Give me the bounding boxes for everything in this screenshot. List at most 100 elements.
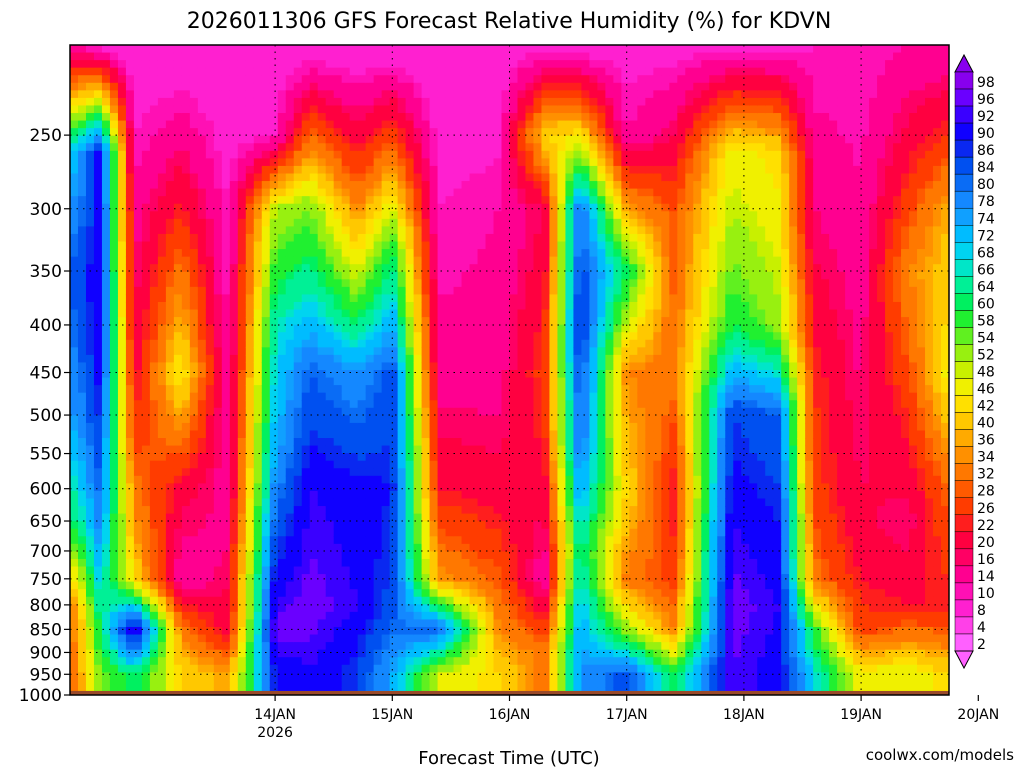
humidity-cell bbox=[325, 196, 335, 205]
humidity-cell bbox=[277, 558, 287, 568]
humidity-cell bbox=[285, 657, 295, 666]
humidity-cell bbox=[189, 211, 199, 220]
humidity-cell bbox=[413, 362, 423, 371]
humidity-cell bbox=[261, 536, 271, 545]
humidity-cell bbox=[485, 120, 495, 129]
humidity-cell bbox=[261, 400, 271, 409]
humidity-cell bbox=[277, 672, 287, 681]
humidity-cell bbox=[125, 657, 135, 666]
humidity-cell bbox=[157, 611, 167, 621]
humidity-cell bbox=[149, 536, 159, 545]
humidity-cell bbox=[517, 392, 527, 401]
humidity-cell bbox=[413, 657, 423, 666]
humidity-cell bbox=[109, 642, 119, 651]
humidity-cell bbox=[253, 218, 263, 227]
humidity-cell bbox=[237, 385, 247, 394]
humidity-cell bbox=[109, 536, 119, 545]
humidity-cell bbox=[213, 271, 223, 280]
humidity-cell bbox=[309, 309, 319, 318]
humidity-cell bbox=[173, 271, 183, 280]
humidity-cell bbox=[397, 90, 407, 99]
humidity-cell bbox=[133, 218, 143, 227]
humidity-cell bbox=[293, 339, 303, 348]
humidity-cell bbox=[85, 188, 95, 197]
humidity-cell bbox=[477, 181, 487, 190]
humidity-cell bbox=[517, 82, 527, 91]
humidity-cell bbox=[237, 475, 247, 484]
humidity-cell bbox=[349, 596, 359, 605]
humidity-cell bbox=[333, 354, 343, 364]
humidity-cell bbox=[133, 75, 143, 84]
humidity-cell bbox=[333, 626, 343, 636]
humidity-cell bbox=[85, 475, 95, 484]
humidity-cell bbox=[325, 347, 335, 356]
humidity-cell bbox=[453, 415, 463, 424]
humidity-cell bbox=[325, 664, 335, 673]
humidity-cell bbox=[237, 513, 247, 522]
humidity-cell bbox=[429, 67, 439, 76]
humidity-cell bbox=[93, 173, 103, 182]
humidity-cell bbox=[517, 634, 527, 643]
humidity-cell bbox=[461, 286, 471, 296]
humidity-cell bbox=[389, 339, 399, 348]
humidity-cell bbox=[453, 218, 463, 227]
humidity-cell bbox=[245, 271, 255, 280]
humidity-cell bbox=[181, 271, 191, 280]
humidity-cell bbox=[85, 453, 95, 462]
humidity-cell bbox=[221, 574, 231, 583]
humidity-cell bbox=[157, 370, 167, 379]
humidity-cell bbox=[405, 181, 415, 190]
humidity-cell bbox=[181, 233, 191, 243]
humidity-cell bbox=[197, 513, 207, 522]
humidity-cell bbox=[165, 60, 175, 69]
humidity-cell bbox=[429, 543, 439, 552]
humidity-cell bbox=[101, 128, 111, 137]
humidity-cell bbox=[445, 362, 455, 371]
humidity-cell bbox=[469, 536, 479, 545]
humidity-cell bbox=[469, 211, 479, 220]
humidity-cell bbox=[397, 60, 407, 69]
humidity-cell bbox=[117, 301, 127, 311]
humidity-cell bbox=[277, 377, 287, 386]
humidity-cell bbox=[213, 60, 223, 69]
humidity-cell bbox=[485, 128, 495, 137]
humidity-cell bbox=[125, 75, 135, 84]
humidity-cell bbox=[125, 143, 135, 152]
humidity-cell bbox=[477, 120, 487, 129]
humidity-cell bbox=[245, 483, 255, 492]
humidity-cell bbox=[269, 415, 279, 424]
humidity-cell bbox=[429, 82, 439, 91]
humidity-cell bbox=[485, 596, 495, 605]
humidity-cell bbox=[173, 249, 183, 258]
humidity-cell bbox=[389, 233, 399, 243]
humidity-cell bbox=[237, 75, 247, 84]
humidity-cell bbox=[349, 143, 359, 152]
humidity-cell bbox=[245, 52, 255, 61]
humidity-cell bbox=[70, 619, 79, 628]
humidity-cell bbox=[277, 604, 287, 613]
humidity-cell bbox=[389, 105, 399, 114]
humidity-cell bbox=[373, 150, 383, 159]
humidity-cell bbox=[381, 301, 391, 311]
humidity-cell bbox=[125, 294, 135, 303]
humidity-cell bbox=[237, 256, 247, 265]
humidity-cell bbox=[485, 536, 495, 545]
humidity-cell bbox=[413, 551, 423, 560]
humidity-cell bbox=[133, 226, 143, 235]
humidity-cell bbox=[70, 211, 79, 220]
humidity-cell bbox=[493, 158, 503, 167]
humidity-cell bbox=[357, 181, 367, 190]
humidity-cell bbox=[85, 317, 95, 326]
humidity-cell bbox=[357, 513, 367, 522]
humidity-cell bbox=[277, 551, 287, 560]
humidity-cell bbox=[293, 135, 303, 144]
humidity-cell bbox=[301, 226, 311, 235]
humidity-cell bbox=[309, 543, 319, 552]
humidity-cell bbox=[85, 634, 95, 643]
humidity-cell bbox=[157, 551, 167, 560]
humidity-cell bbox=[149, 483, 159, 492]
humidity-cell bbox=[517, 45, 527, 54]
humidity-cell bbox=[125, 483, 135, 492]
humidity-cell bbox=[325, 483, 335, 492]
humidity-cell bbox=[413, 468, 423, 477]
